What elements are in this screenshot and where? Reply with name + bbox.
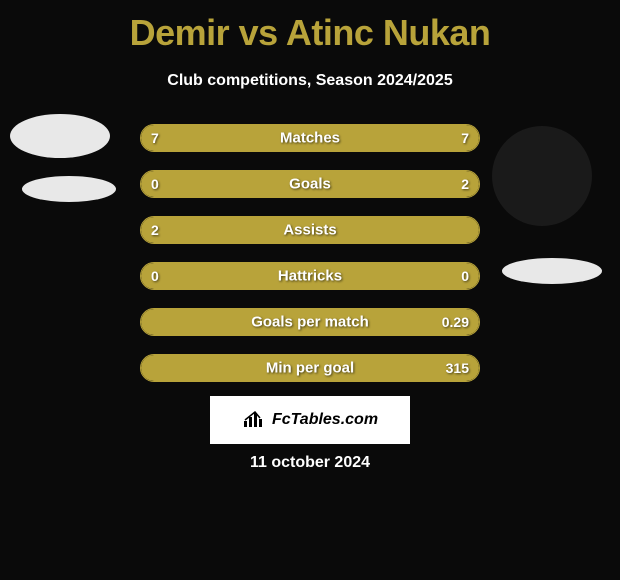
stat-right-value: 0 [461,268,469,284]
branding-text: FcTables.com [272,411,378,429]
stat-right-value: 7 [461,130,469,146]
player1-avatar-oval [10,114,110,158]
stat-right-value: 2 [461,176,469,192]
stat-label: Hattricks [141,268,479,285]
stat-row: 0Hattricks0 [140,262,480,290]
player1-avatar-oval2 [22,176,116,202]
stat-label: Goals [141,176,479,193]
subtitle: Club competitions, Season 2024/2025 [0,72,620,90]
stat-right-value: 0.29 [442,314,469,330]
stat-label: Assists [141,222,479,239]
date-text: 11 october 2024 [0,454,620,472]
stat-row: Min per goal315 [140,354,480,382]
player2-avatar [492,126,592,226]
stat-row: 7Matches7 [140,124,480,152]
page-title: Demir vs Atinc Nukan [0,0,620,54]
stats-container: 7Matches70Goals22Assists0Hattricks0Goals… [140,124,480,400]
stat-row: 0Goals2 [140,170,480,198]
chart-icon [242,411,266,429]
stat-label: Min per goal [141,360,479,377]
stat-label: Matches [141,130,479,147]
stat-right-value: 315 [446,360,469,376]
branding-badge: FcTables.com [210,396,410,444]
stat-row: 2Assists [140,216,480,244]
player2-avatar-oval [502,258,602,284]
stat-label: Goals per match [141,314,479,331]
stat-row: Goals per match0.29 [140,308,480,336]
